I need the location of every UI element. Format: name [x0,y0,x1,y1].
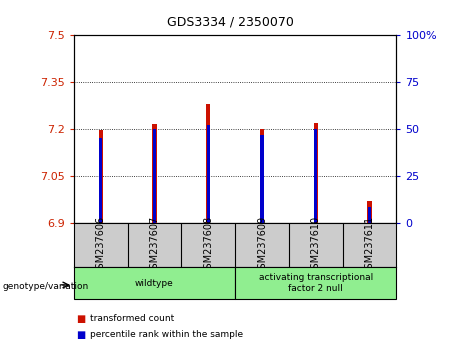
Bar [313,123,318,223]
Bar [260,135,264,223]
FancyBboxPatch shape [74,267,235,299]
Text: GSM237608: GSM237608 [203,216,213,275]
Text: GSM237610: GSM237610 [311,216,321,275]
Text: activating transcriptional
factor 2 null: activating transcriptional factor 2 null [259,274,373,293]
Bar [367,201,372,223]
Text: transformed count: transformed count [90,314,174,323]
Text: GSM237607: GSM237607 [149,216,160,275]
FancyBboxPatch shape [235,267,396,299]
Bar [152,124,157,223]
Bar [99,138,102,223]
Text: GSM237611: GSM237611 [365,216,375,275]
Bar [207,125,210,223]
Text: ■: ■ [76,314,85,324]
Text: GSM237609: GSM237609 [257,216,267,275]
Bar [99,130,103,223]
Bar [206,104,210,223]
Bar [314,129,317,223]
Text: percentile rank within the sample: percentile rank within the sample [90,330,243,339]
Text: GSM237606: GSM237606 [95,216,106,275]
Text: genotype/variation: genotype/variation [2,282,89,291]
Text: wildtype: wildtype [135,279,174,288]
Bar [153,129,156,223]
Text: GDS3334 / 2350070: GDS3334 / 2350070 [167,16,294,29]
Bar [260,129,264,223]
Text: ■: ■ [76,330,85,339]
Bar [368,207,371,223]
